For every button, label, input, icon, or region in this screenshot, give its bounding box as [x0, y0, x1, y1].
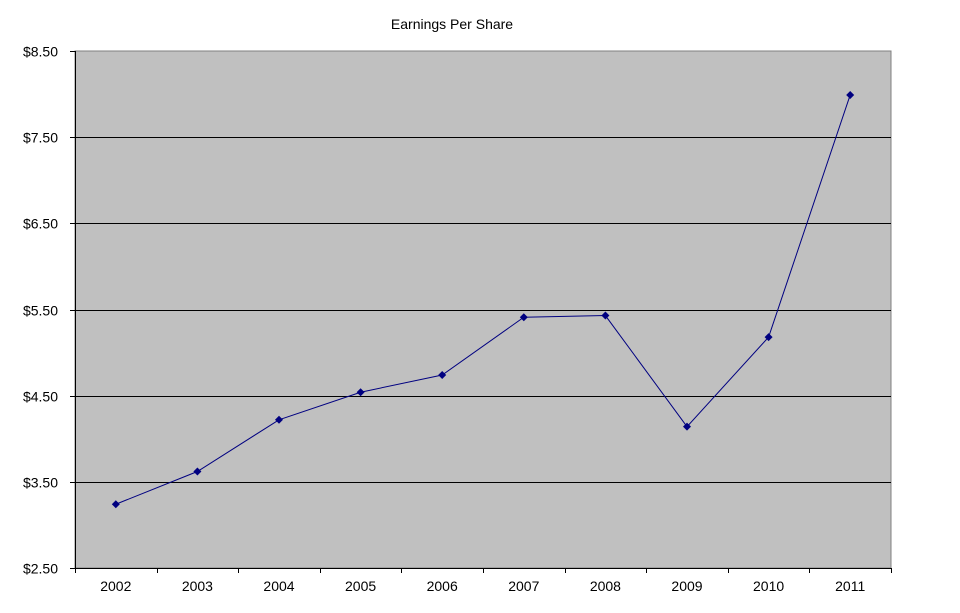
data-point-marker [601, 311, 610, 320]
y-tick-label: $5.50 [23, 303, 58, 319]
x-tick-label: 2008 [590, 578, 621, 594]
chart-title: Earnings Per Share [391, 16, 513, 32]
data-point-marker [356, 388, 365, 397]
y-axis: $2.50 $3.50 $4.50 $5.50 $6.50 $7.50 $8.50 [23, 44, 76, 577]
y-tick-label: $4.50 [23, 389, 58, 405]
y-tick-label: $6.50 [23, 216, 58, 232]
x-tick-label: 2006 [427, 578, 458, 594]
x-tick-label: 2004 [263, 578, 294, 594]
y-tick-label: $8.50 [23, 44, 58, 60]
data-point-marker [519, 313, 528, 322]
data-point-marker [683, 422, 691, 431]
x-tick-label: 2011 [835, 578, 865, 594]
eps-series [111, 90, 855, 509]
x-tick-label: 2002 [100, 578, 131, 594]
data-point-marker [846, 90, 855, 99]
y-tick-label: $3.50 [23, 475, 58, 491]
plot-area [74, 50, 892, 569]
data-point-marker [193, 467, 202, 476]
x-tick-label: 2005 [345, 578, 376, 594]
data-point-marker [275, 415, 283, 424]
data-point-marker [438, 370, 447, 379]
y-tick-label: $7.50 [23, 130, 58, 146]
x-tick-label: 2007 [508, 578, 539, 594]
x-axis: 2002 2003 2004 2005 2006 2007 2008 2009 2010 2011 [75, 568, 892, 594]
y-tick-label: $2.50 [23, 561, 58, 577]
x-tick-label: 2010 [753, 578, 784, 594]
x-tick-label: 2003 [182, 578, 213, 594]
x-tick-label: 2009 [671, 578, 702, 594]
data-point-marker [111, 500, 120, 509]
gridlines [75, 137, 891, 483]
data-point-marker [764, 333, 773, 342]
